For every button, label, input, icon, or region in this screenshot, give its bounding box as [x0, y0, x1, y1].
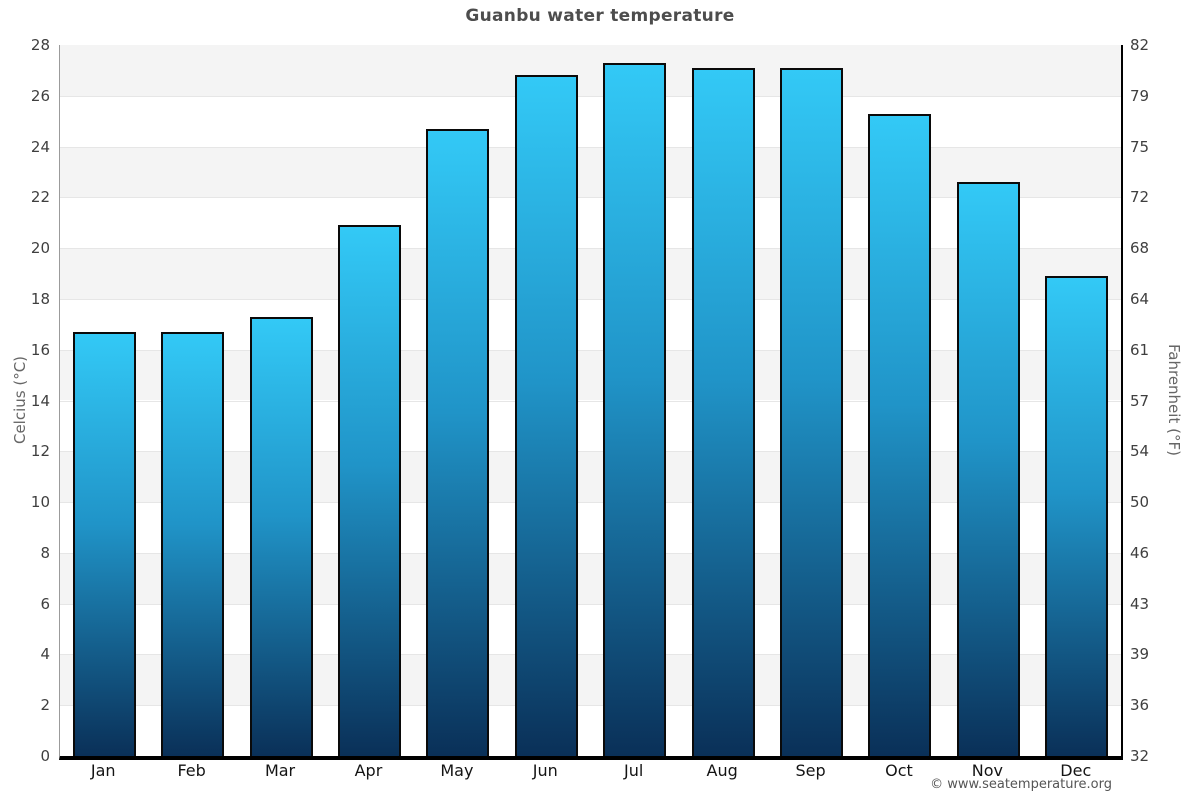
gridline — [60, 146, 1121, 148]
bar-jul[interactable] — [603, 62, 667, 756]
month-label-apr: Apr — [354, 761, 383, 780]
celsius-tick-label: 28 — [30, 36, 50, 54]
fahrenheit-tick-label: 46 — [1130, 543, 1150, 562]
fahrenheit-tick-label: 43 — [1130, 594, 1150, 613]
gridline — [60, 502, 1121, 504]
month-label-sep: Sep — [795, 761, 826, 780]
bar-aug[interactable] — [691, 67, 755, 756]
bar-apr[interactable] — [337, 225, 401, 756]
fahrenheit-tick-label: 50 — [1130, 493, 1150, 512]
gridline — [60, 197, 1121, 199]
plot-band — [60, 552, 1121, 604]
month-label-jun: Jun — [532, 761, 558, 780]
month-label-aug: Aug — [706, 761, 738, 780]
gridline — [60, 95, 1121, 97]
celsius-tick-label: 10 — [30, 493, 50, 512]
celsius-tick-label: 20 — [30, 239, 50, 258]
fahrenheit-tick-label: 72 — [1130, 188, 1150, 207]
month-label-jul: Jul — [624, 761, 644, 780]
fahrenheit-tick-label: 75 — [1130, 137, 1150, 156]
celsius-tick-label: 12 — [30, 442, 50, 461]
gridline — [60, 552, 1121, 554]
celsius-tick-label: 14 — [30, 391, 50, 410]
fahrenheit-tick-label: 32 — [1130, 747, 1150, 765]
gridline — [60, 298, 1121, 300]
bar-oct[interactable] — [868, 113, 932, 756]
month-label-jan: Jan — [90, 761, 116, 780]
month-label-mar: Mar — [264, 761, 296, 780]
month-label-feb: Feb — [177, 761, 206, 780]
chart-title: Guanbu water temperature — [465, 6, 735, 26]
fahrenheit-tick-label: 61 — [1130, 340, 1150, 359]
gridline — [60, 451, 1121, 453]
celsius-tick-label: 0 — [40, 747, 50, 765]
fahrenheit-tick-label: 64 — [1130, 289, 1150, 308]
celsius-tick-label: 6 — [40, 594, 50, 613]
fahrenheit-tick-label: 39 — [1130, 645, 1150, 664]
plot-band — [60, 248, 1121, 299]
gridline — [60, 400, 1121, 402]
fahrenheit-tick-label: 57 — [1130, 391, 1150, 410]
month-label-nov: Nov — [971, 761, 1003, 780]
plot-band — [60, 603, 1121, 655]
celsius-tick-label: 2 — [40, 696, 50, 715]
copyright-text: © www.seatemperature.org — [930, 777, 1112, 792]
fahrenheit-tick-label: 82 — [1130, 36, 1150, 54]
plot-band — [60, 197, 1121, 249]
gridline — [60, 654, 1121, 656]
bar-mar[interactable] — [249, 316, 313, 756]
celsius-tick-label: 18 — [30, 289, 50, 308]
plot-band — [60, 45, 1121, 96]
celsius-tick-label: 4 — [40, 645, 50, 664]
celsius-tick-label: 24 — [30, 137, 50, 156]
celsius-tick-label: 26 — [30, 86, 50, 105]
fahrenheit-tick-label: 36 — [1130, 696, 1150, 715]
bar-may[interactable] — [426, 128, 490, 756]
bar-nov[interactable] — [956, 182, 1020, 756]
plot-area — [59, 45, 1123, 760]
plot-band — [60, 298, 1121, 350]
plot-band — [60, 705, 1121, 756]
plot-band — [60, 451, 1121, 503]
gridline — [60, 705, 1121, 707]
fahrenheit-tick-label: 79 — [1130, 86, 1150, 105]
fahrenheit-tick-label: 68 — [1130, 239, 1150, 258]
month-label-may: May — [440, 761, 474, 780]
plot-band — [60, 349, 1121, 401]
fahrenheit-tick-label: 54 — [1130, 442, 1150, 461]
plot-band — [60, 502, 1121, 553]
gridline — [60, 349, 1121, 351]
bar-jun[interactable] — [514, 75, 578, 756]
plot-band — [60, 654, 1121, 706]
bar-dec[interactable] — [1045, 276, 1109, 756]
celsius-tick-label: 16 — [30, 340, 50, 359]
gridline — [60, 248, 1121, 250]
celsius-tick-label: 8 — [40, 543, 50, 562]
bar-feb[interactable] — [161, 331, 225, 756]
bar-sep[interactable] — [780, 67, 844, 756]
month-label-dec: Dec — [1060, 761, 1092, 780]
plot-band — [60, 400, 1121, 452]
celsius-tick-label: 22 — [30, 188, 50, 207]
plot-band — [60, 146, 1121, 198]
month-label-oct: Oct — [885, 761, 913, 780]
bar-jan[interactable] — [72, 331, 136, 756]
gridline — [60, 603, 1121, 605]
plot-band — [60, 95, 1121, 147]
